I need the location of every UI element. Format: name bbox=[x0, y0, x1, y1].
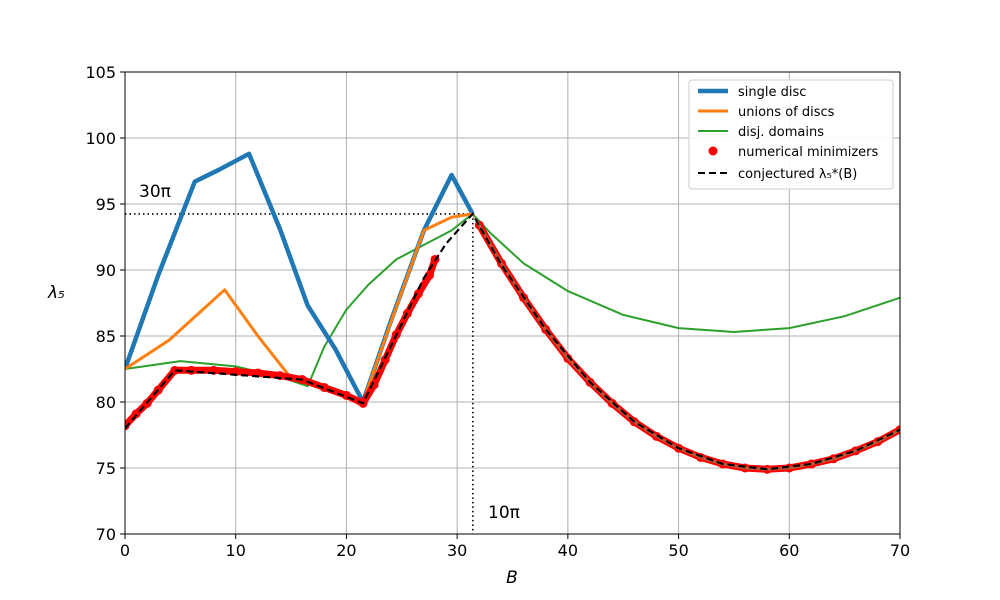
legend-label-disj-domains: disj. domains bbox=[738, 125, 824, 140]
minimizer-point bbox=[380, 355, 390, 365]
minimizer-point bbox=[131, 409, 141, 419]
series-disj-domains bbox=[125, 212, 900, 388]
legend: single disc unions of discs disj. domain… bbox=[688, 79, 894, 190]
legend-swatch-numerical-minimizers bbox=[708, 146, 718, 156]
y-tick-label: 80 bbox=[96, 393, 116, 412]
x-tick-label: 40 bbox=[558, 541, 578, 560]
minimizer-point bbox=[424, 270, 434, 280]
annotation-10pi: 10π bbox=[488, 503, 520, 523]
x-tick-label: 70 bbox=[890, 541, 910, 560]
series-overlap-right-branch bbox=[471, 213, 900, 471]
series-conjectured-top bbox=[125, 212, 900, 471]
minimizer-point bbox=[319, 382, 329, 392]
y-tick-label: 95 bbox=[96, 195, 116, 214]
legend-label-numerical-minimizers: numerical minimizers bbox=[738, 145, 879, 160]
series-numerical-minimizers-line bbox=[475, 221, 900, 473]
reference-lines bbox=[125, 213, 474, 534]
series-single-disc bbox=[125, 151, 475, 405]
series-layer bbox=[125, 151, 900, 474]
x-tick-label: 20 bbox=[336, 541, 356, 560]
x-tick-label: 60 bbox=[779, 541, 799, 560]
plot-frame bbox=[124, 71, 901, 535]
x-tick-label: 30 bbox=[447, 541, 467, 560]
minimizer-point bbox=[170, 365, 180, 375]
legend-label-single-disc: single disc bbox=[738, 85, 806, 100]
x-tick-label: 10 bbox=[226, 541, 246, 560]
x-axis-label: B bbox=[506, 568, 518, 588]
series-numerical-minimizers-line bbox=[125, 366, 367, 430]
y-tick-label: 85 bbox=[96, 327, 116, 346]
minimizer-point bbox=[186, 365, 196, 375]
ticks: 0 10 20 30 40 50 60 70 70 75 80 85 90 95 100 105 bbox=[85, 63, 910, 560]
y-tick-label: 75 bbox=[96, 459, 116, 478]
x-tick-label: 50 bbox=[668, 541, 688, 560]
y-tick-label: 100 bbox=[85, 129, 116, 148]
legend-label-conjectured: conjectured λ₅*(B) bbox=[738, 167, 857, 182]
y-axis-label: λ₅ bbox=[47, 283, 65, 303]
x-tick-label: 0 bbox=[120, 541, 130, 560]
y-tick-label: 70 bbox=[96, 525, 116, 544]
legend-label-unions-of-discs: unions of discs bbox=[738, 105, 835, 120]
y-tick-label: 105 bbox=[85, 63, 116, 82]
y-tick-label: 90 bbox=[96, 261, 116, 280]
annotation-30pi: 30π bbox=[139, 182, 171, 202]
legend-box bbox=[688, 79, 894, 190]
